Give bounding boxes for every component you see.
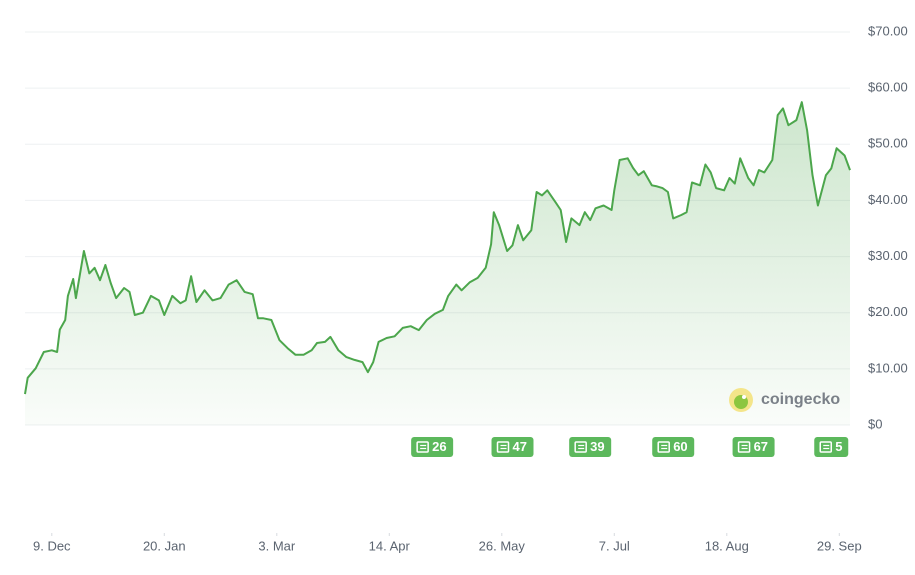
x-tick-label: 20. Jan [143, 538, 186, 553]
x-tick-label: 29. Sep [817, 538, 862, 553]
y-tick-label: $10.00 [868, 360, 908, 375]
badge-count: 67 [754, 439, 768, 454]
plot [24, 101, 851, 425]
y-tick-label: $20.00 [868, 304, 908, 319]
badge-icon [496, 441, 510, 453]
news-badge: 5 [814, 437, 849, 457]
y-tick-label: $70.00 [868, 23, 908, 38]
x-tick-label: 18. Aug [705, 538, 749, 553]
badge-icon [819, 441, 832, 453]
x-tick-label: 7. Jul [599, 538, 630, 553]
x-tick-label: 9. Dec [33, 538, 71, 553]
x-tick-label: 3. Mar [258, 538, 296, 553]
badge-icon [574, 441, 587, 453]
news-badge: 39 [569, 437, 612, 457]
badge-icon [657, 441, 670, 453]
price-line [24, 101, 851, 395]
area [25, 102, 850, 425]
badge-icon [416, 441, 429, 453]
badge-icon [737, 441, 751, 453]
news-badge: 60 [652, 437, 695, 457]
y-tick-label: $50.00 [868, 136, 908, 151]
watermark-logo: coingecko [729, 388, 840, 412]
badge-count: 26 [432, 439, 446, 454]
badge-count: 39 [590, 439, 604, 454]
y-tick-label: $60.00 [868, 80, 908, 95]
x-tick-label: 26. May [479, 538, 526, 553]
watermark: coingecko [761, 391, 840, 408]
news-badge: 26 [411, 437, 454, 457]
y-tick-label: $0 [868, 416, 882, 431]
axes: $0 $10.00 $20.00 $30.00 $40.00 $50.00 $60.00 $7… [33, 23, 908, 553]
y-tick-label: $40.00 [868, 192, 908, 207]
y-tick-label: $30.00 [868, 248, 908, 263]
badge-count: 5 [835, 439, 842, 454]
badge-count: 47 [513, 439, 527, 454]
badge-count: 60 [673, 439, 687, 454]
events: 26 47 39 60 67 5 [411, 437, 849, 457]
news-badge: 67 [732, 437, 775, 457]
logo-eye [742, 395, 746, 399]
x-tick-label: 14. Apr [369, 538, 411, 553]
news-badge: 47 [491, 437, 534, 457]
